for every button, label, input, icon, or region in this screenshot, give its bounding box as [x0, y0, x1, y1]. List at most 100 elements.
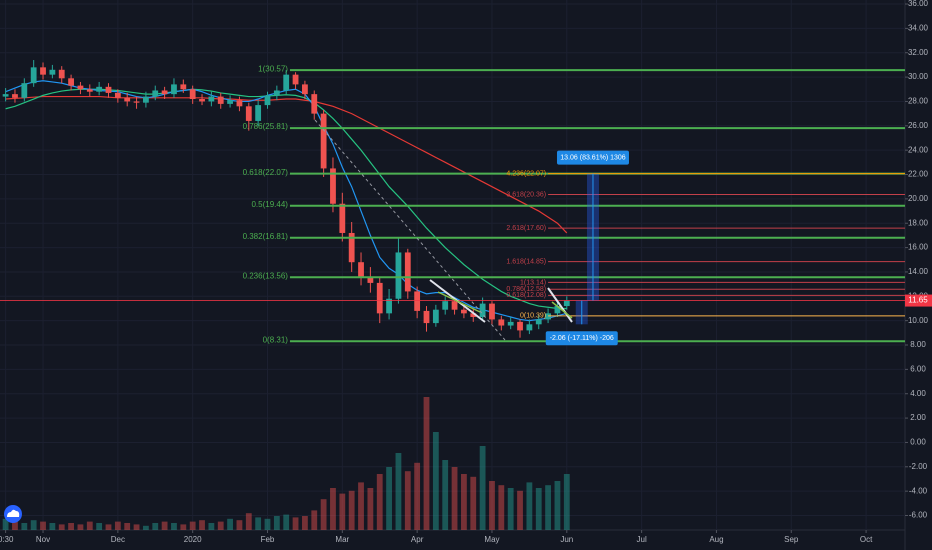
y-tick-label: 6.00 [910, 364, 926, 373]
volume-bar [535, 488, 542, 530]
volume-bar [348, 490, 355, 530]
y-tick-label: 20.00 [908, 194, 929, 203]
volume-bar [114, 521, 121, 530]
candle-body [517, 321, 523, 331]
x-tick-label: Feb [261, 535, 275, 544]
y-tick-label: 34.00 [908, 23, 929, 32]
volume-bar [273, 516, 280, 530]
volume-bar [489, 481, 495, 530]
volume-bar [68, 523, 74, 530]
fib-label: 0.382(16.81) [243, 232, 289, 241]
volume-bar [264, 518, 271, 530]
x-tick-label: Nov [36, 535, 50, 544]
volume-bar [470, 476, 477, 530]
candle-body [320, 113, 327, 169]
volume-bar [180, 524, 187, 530]
candle-body [245, 106, 252, 121]
volume-bar [12, 521, 18, 530]
y-tick-label: 10.00 [908, 316, 929, 325]
candle-body [311, 94, 318, 114]
y-tick-label: -2.00 [909, 462, 928, 471]
y-tick-label: 2.00 [910, 413, 926, 422]
volume-bar [21, 523, 28, 530]
measure-box [556, 150, 629, 165]
volume-bar [124, 523, 131, 530]
candle-body [114, 92, 121, 98]
volume-bar [255, 517, 262, 530]
candle-body [30, 67, 37, 84]
volume-bar [77, 524, 84, 530]
measure-label: 13.06 (83.61%) 1306 [560, 155, 625, 162]
candle-body [423, 310, 430, 324]
candle-body [545, 313, 551, 320]
fib-extension-label: 2.618(17.60) [506, 225, 546, 232]
y-tick-label: 36.00 [908, 0, 929, 8]
volume-bar [386, 467, 392, 530]
candle-body [339, 203, 346, 233]
volume-bar [40, 521, 46, 530]
volume-bar [461, 474, 467, 530]
fib-label: 0.236(13.56) [243, 271, 289, 280]
volume-bar [507, 488, 514, 530]
volume-bar [161, 521, 168, 530]
y-tick-label: 22.00 [908, 170, 929, 179]
candle-body [376, 282, 383, 314]
candle-body [498, 319, 505, 326]
y-tick-label: 32.00 [908, 48, 929, 57]
fib-extension-label: 0.618(12.08) [506, 292, 546, 299]
volume-bar [311, 510, 318, 530]
candle-body [143, 96, 149, 103]
volume-bar [545, 485, 551, 530]
candle-body [152, 90, 159, 97]
volume-bar [283, 514, 290, 530]
y-tick-label: 24.00 [908, 145, 929, 154]
y-tick-label: 30.00 [908, 72, 929, 81]
candle-body [255, 105, 262, 121]
volume-bar [395, 453, 402, 530]
fib-label: 1(30.57) [258, 64, 288, 73]
volume-bar [517, 490, 523, 530]
volume-bar [498, 485, 505, 530]
volume-bar [563, 474, 570, 530]
volume-bar [330, 488, 336, 530]
candle-body [442, 301, 449, 310]
fib-extension-label: 4.236(22.07) [506, 171, 546, 178]
candle-body [236, 100, 243, 107]
y-tick-label: 4.00 [910, 389, 926, 398]
volume-bar [320, 499, 327, 530]
volume-bar [526, 482, 533, 530]
volume-bar [236, 520, 243, 530]
fib-extension-label: 1.618(14.85) [506, 258, 546, 265]
candle-body [432, 309, 439, 324]
x-tick-label: Sep [784, 535, 799, 544]
candle-body [330, 168, 336, 204]
volume-bar [302, 516, 308, 530]
candle-body [451, 301, 458, 310]
candle-body [96, 86, 103, 92]
candle-body [535, 319, 542, 325]
fib-label: 0.618(22.07) [243, 168, 289, 177]
candle-body [105, 86, 112, 93]
volume-bar [143, 525, 149, 530]
trend-line [437, 291, 481, 313]
volume-bar [86, 521, 93, 530]
candle-body [161, 90, 168, 95]
candle-body [217, 96, 224, 104]
fib-extension-label: 3.618(20.36) [506, 191, 546, 198]
x-tick-label: Apr [411, 535, 424, 544]
candle-body [68, 78, 74, 86]
candle-body [526, 324, 533, 331]
logo [4, 505, 22, 523]
candle-body [554, 306, 561, 314]
y-tick-label: 16.00 [908, 243, 929, 252]
volume-bar [133, 524, 140, 530]
candle-body [273, 90, 280, 96]
candle-body [414, 291, 421, 311]
candle-body [21, 83, 28, 98]
volume-bar [2, 518, 9, 530]
volume-bar [479, 446, 486, 530]
candle-body [58, 69, 65, 79]
x-tick-label: 0:30 [0, 535, 14, 544]
price-axis [905, 0, 932, 550]
